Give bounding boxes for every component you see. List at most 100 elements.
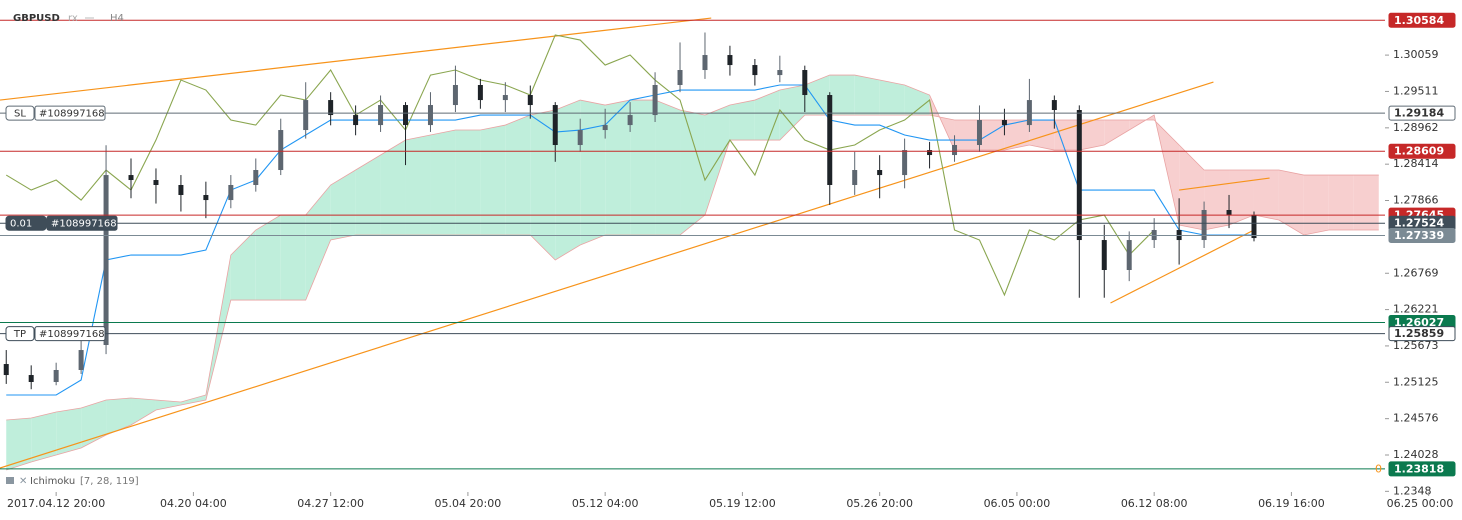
cloud-segment <box>605 100 631 235</box>
level-label-box <box>1388 227 1456 243</box>
x-tick-label: 06.19 16:00 <box>1258 497 1325 510</box>
candle-body <box>1226 209 1232 216</box>
candle-body <box>952 145 958 156</box>
cloud-segment <box>505 115 531 235</box>
cloud-segment <box>1303 175 1329 235</box>
candle-body <box>702 55 708 71</box>
order-id-box <box>34 105 106 121</box>
y-tick-label: 1.28962 <box>1393 121 1439 134</box>
y-tick-label: 1.24576 <box>1393 412 1439 425</box>
candle-body <box>53 369 59 382</box>
cloud-segment <box>879 80 905 116</box>
cloud-layer <box>6 74 1379 471</box>
cloud-segment <box>1253 170 1279 221</box>
candle-body <box>877 170 883 176</box>
cloud-edge <box>6 74 1379 421</box>
y-tick-label: 1.26221 <box>1393 303 1439 316</box>
cloud-segment <box>280 215 306 301</box>
cloud-segment <box>1278 170 1304 235</box>
candle-body <box>303 100 309 131</box>
candle-layer <box>3 32 1257 390</box>
indicator-layer <box>5 34 1254 396</box>
axis-layer: 1.30059 1.29511 1.28962 1.28414 1.27866 1.267… <box>7 48 1453 510</box>
level-label: 1.27524 <box>1394 217 1444 230</box>
cloud-segment <box>779 85 805 141</box>
candle-body <box>128 175 134 181</box>
cloud-segment <box>904 85 930 116</box>
candle-body <box>328 100 334 116</box>
x-tick-label: 05.26 20:00 <box>846 497 913 510</box>
candle-body <box>278 130 284 171</box>
candle-body <box>353 115 359 126</box>
cloud-segment <box>530 110 556 260</box>
candle-body <box>1076 110 1082 241</box>
level-label: 1.26027 <box>1394 316 1444 329</box>
level-label-box <box>1388 12 1456 28</box>
y-tick-label: 1.26769 <box>1393 266 1439 279</box>
x-tick-label: 05.12 04:00 <box>572 497 639 510</box>
y-tick-label: 1.28414 <box>1393 157 1439 170</box>
cloud-segment <box>655 100 681 235</box>
cloud-edge <box>6 114 1379 471</box>
cloud-segment <box>230 230 256 301</box>
candle-body <box>403 105 409 126</box>
level-label: 1.29184 <box>1394 107 1444 120</box>
cloud-segment <box>1104 120 1130 146</box>
order-tag: TP <box>13 329 26 340</box>
candle-body <box>1026 100 1032 126</box>
candle-body <box>577 130 583 146</box>
candle-body <box>378 105 384 126</box>
cloud-segment <box>405 135 431 235</box>
y-tick-label: 1.29511 <box>1393 84 1439 97</box>
level-label: 1.28609 <box>1394 145 1444 158</box>
candle-body <box>752 65 758 76</box>
order-tag-box <box>5 215 47 231</box>
level-label: 1.25859 <box>1394 327 1444 340</box>
trend-line <box>0 81 1214 469</box>
candle-body <box>78 350 84 370</box>
x-tick-label: 2017.04.12 20:00 <box>7 497 105 510</box>
x-tick-label: 06.25 00:00 <box>1387 497 1454 510</box>
close-icon[interactable]: ✕ <box>19 476 27 487</box>
cloud-segment <box>1079 120 1105 151</box>
candle-body <box>1251 215 1257 239</box>
cloud-segment <box>255 215 281 301</box>
cloud-segment <box>480 125 506 235</box>
cloud-segment <box>680 110 705 235</box>
order-tag-box <box>5 105 35 121</box>
candle-body <box>627 115 633 126</box>
x-tick-label: 04.27 12:00 <box>297 497 364 510</box>
level-label: 1.30584 <box>1394 14 1444 27</box>
indicator-name: Ichimoku <box>30 476 75 487</box>
cloud-segment <box>455 130 481 235</box>
order-tag: SL <box>14 109 26 120</box>
indicator-icon <box>6 477 14 484</box>
y-tick-label: 1.25673 <box>1393 339 1439 352</box>
cloud-segment <box>804 75 830 116</box>
level-label: 1.27339 <box>1394 229 1444 242</box>
candle-body <box>103 175 109 345</box>
candle-body <box>228 184 234 201</box>
y-tick-label: 1.30059 <box>1393 48 1439 61</box>
candle-body <box>827 95 833 185</box>
order-id: #108997168 <box>51 219 117 230</box>
y-tick-label: 1.27866 <box>1393 194 1439 207</box>
level-label-box <box>1388 105 1456 121</box>
candle-body <box>902 150 908 176</box>
cloud-segment <box>31 412 57 463</box>
pair-mode: rx <box>68 13 78 24</box>
candle-body <box>852 170 858 185</box>
cloud-segment <box>580 100 606 246</box>
header: GBPUSD rx H4 <box>13 13 124 24</box>
cloud-segment <box>6 418 32 470</box>
order-id-box <box>34 326 106 342</box>
trend-line <box>1179 177 1270 191</box>
cloud-segment <box>330 170 356 241</box>
symbol: GBPUSD <box>13 13 60 24</box>
candle-body <box>153 180 159 185</box>
trend-line <box>1110 229 1255 304</box>
candle-body <box>502 95 508 101</box>
